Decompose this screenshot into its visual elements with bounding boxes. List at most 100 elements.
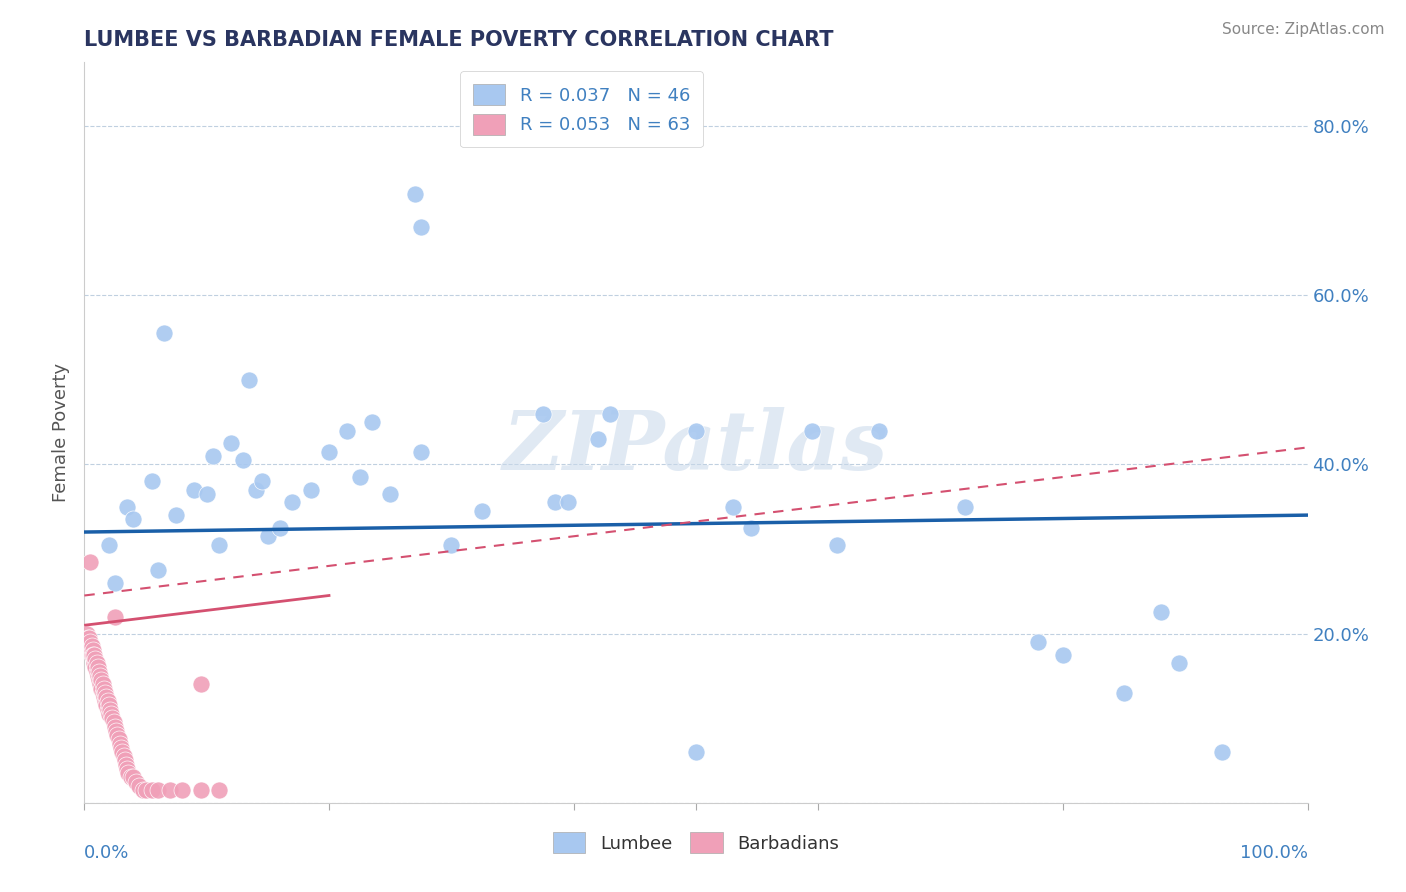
Point [1168,656,1191,670]
Point [531,407,554,421]
Point [115,762,138,776]
Point [318,444,340,458]
Point [79,643,101,657]
Point [97,703,120,717]
Text: 0.0%: 0.0% [84,844,129,862]
Text: LUMBEE VS BARBADIAN FEMALE POVERTY CORRELATION CHART: LUMBEE VS BARBADIAN FEMALE POVERTY CORRE… [84,29,834,50]
Point [125,774,148,789]
Point [953,500,976,514]
Point [77,631,100,645]
Legend: Lumbee, Barbadians: Lumbee, Barbadians [546,825,846,861]
Point [146,783,169,797]
Point [135,783,157,797]
Point [97,698,120,713]
Point [141,475,163,489]
Point [83,656,105,670]
Point [100,706,122,721]
Point [219,436,242,450]
Point [404,186,426,201]
Point [557,495,579,509]
Point [105,728,128,742]
Point [685,745,707,759]
Point [299,483,322,497]
Point [87,660,110,674]
Point [120,771,142,785]
Point [153,326,176,341]
Point [91,686,114,700]
Point [96,690,118,704]
Point [91,677,114,691]
Point [122,771,145,785]
Point [87,665,110,679]
Point [111,745,134,759]
Point [122,512,145,526]
Point [360,415,382,429]
Point [825,538,848,552]
Point [165,508,187,522]
Point [190,677,212,691]
Point [115,757,138,772]
Text: Source: ZipAtlas.com: Source: ZipAtlas.com [1222,22,1385,37]
Point [104,575,127,590]
Text: 100.0%: 100.0% [1240,844,1308,862]
Point [380,487,402,501]
Text: ZIPatlas: ZIPatlas [503,408,889,487]
Point [90,681,112,696]
Point [1028,635,1050,649]
Point [93,690,115,704]
Point [349,470,371,484]
Point [336,424,359,438]
Point [94,686,117,700]
Point [183,483,205,497]
Point [245,483,267,497]
Y-axis label: Female Poverty: Female Poverty [52,363,70,502]
Point [195,487,218,501]
Point [440,538,463,552]
Point [238,373,260,387]
Point [257,529,280,543]
Point [84,652,107,666]
Point [114,754,136,768]
Point [409,444,432,458]
Point [105,723,128,738]
Point [80,640,103,654]
Point [82,643,104,657]
Point [76,626,98,640]
Point [97,694,120,708]
Point [80,648,103,662]
Point [98,703,121,717]
Point [79,635,101,649]
Point [108,737,131,751]
Point [77,631,100,645]
Point [471,504,494,518]
Point [101,711,124,725]
Point [112,749,135,764]
Point [96,698,118,713]
Point [107,732,129,747]
Point [86,665,108,679]
Point [90,673,112,687]
Point [132,783,155,797]
Point [83,648,105,662]
Point [409,220,432,235]
Point [128,779,150,793]
Point [97,706,120,721]
Point [87,669,110,683]
Point [1150,606,1173,620]
Point [97,538,120,552]
Point [544,495,567,509]
Point [721,500,744,514]
Point [146,563,169,577]
Point [172,783,194,797]
Point [94,694,117,708]
Point [740,521,762,535]
Point [208,538,231,552]
Point [232,453,254,467]
Point [281,495,304,509]
Point [801,424,824,438]
Point [79,555,101,569]
Point [115,500,138,514]
Point [104,720,127,734]
Point [599,407,621,421]
Point [208,783,231,797]
